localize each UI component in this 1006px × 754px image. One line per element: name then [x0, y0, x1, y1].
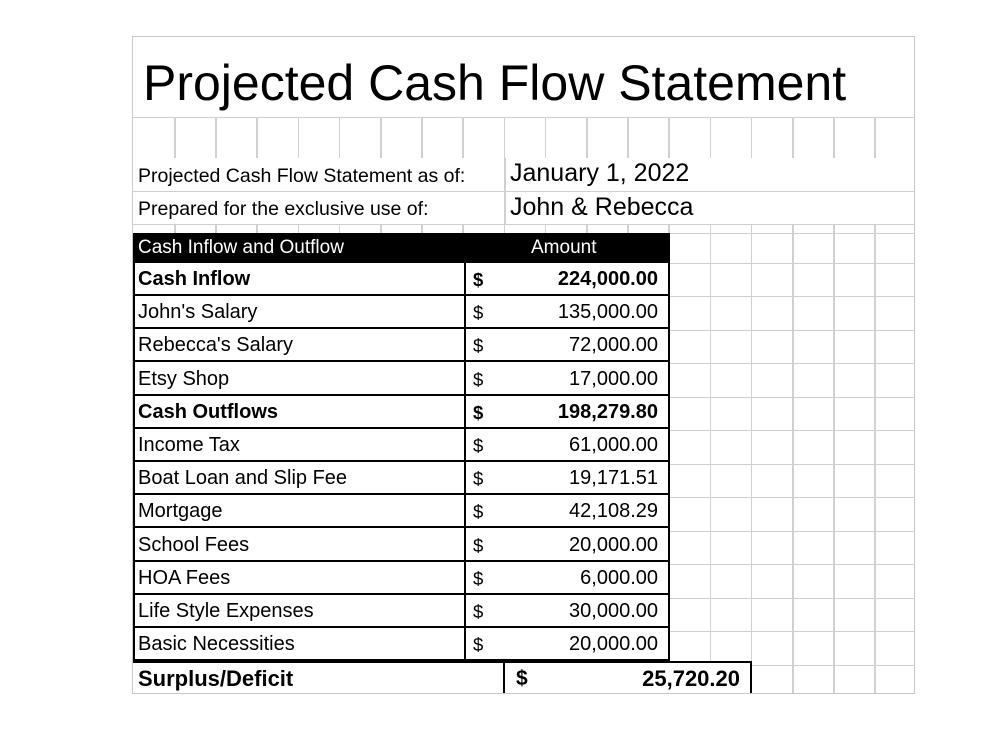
row-border: [133, 327, 670, 330]
grid-column-line: [833, 117, 835, 693]
grid-column-line: [792, 117, 794, 693]
total-row: Surplus/Deficit $ 25,720.20: [133, 661, 752, 693]
table-row[interactable]: Boat Loan and Slip Fee $19,171.51: [133, 462, 670, 496]
row-border: [133, 360, 670, 363]
row-label: Income Tax: [138, 434, 240, 456]
row-border: [133, 460, 670, 462]
row-currency: $: [473, 468, 484, 490]
header-label: Cash Inflow and Outflow: [138, 237, 344, 258]
row-border: [133, 659, 670, 662]
row-amount: 42,108.29: [569, 500, 658, 523]
row-border: [133, 526, 670, 529]
row-label: Boat Loan and Slip Fee: [138, 467, 348, 490]
row-label: Life Style Expenses: [138, 600, 314, 622]
table-row[interactable]: Life Style Expenses $30,000.00: [133, 595, 670, 628]
table-row[interactable]: Mortgage $42,108.29: [133, 495, 670, 529]
row-currency: $: [473, 501, 484, 523]
row-currency: $: [473, 634, 484, 656]
row-label: Rebecca's Salary: [138, 334, 293, 357]
meta-divider-bottom: [133, 224, 914, 225]
total-value-cell[interactable]: $ 25,720.20: [503, 661, 752, 693]
prepared-for-value[interactable]: John & Rebecca: [510, 193, 694, 221]
as-of-date[interactable]: January 1, 2022: [510, 159, 690, 187]
row-currency: $: [473, 601, 484, 622]
row-label: Etsy Shop: [138, 367, 230, 390]
row-currency: $: [473, 302, 484, 324]
total-label-cell[interactable]: Surplus/Deficit: [133, 661, 503, 693]
row-label: John's Salary: [138, 301, 258, 324]
page-title: Projected Cash Flow Statement: [143, 55, 847, 111]
table-header: Cash Inflow and Outflow Amount: [133, 233, 670, 263]
row-currency: $: [473, 534, 484, 556]
table-row[interactable]: Cash Inflow $224,000.00: [133, 263, 670, 296]
table-row[interactable]: Income Tax $61,000.00: [133, 429, 670, 462]
spreadsheet: Projected Cash Flow Statement Projected …: [132, 36, 915, 694]
row-border: [133, 294, 670, 296]
total-label: Surplus/Deficit: [138, 666, 294, 691]
row-border: [133, 393, 670, 396]
cash-flow-table: Cash Inflow $224,000.00 John's Salary $135,…: [133, 263, 670, 662]
row-currency: $: [473, 567, 484, 589]
table-left-border: [133, 263, 135, 693]
header-amount: Amount: [531, 237, 597, 258]
row-amount: 19,171.51: [569, 467, 658, 490]
meta-column-divider: [504, 158, 506, 224]
row-border: [133, 626, 670, 628]
row-currency: $: [473, 368, 484, 390]
row-currency: $: [473, 401, 484, 423]
table-row[interactable]: Etsy Shop $17,000.00: [133, 363, 670, 396]
table-row[interactable]: HOA Fees $6,000.00: [133, 562, 670, 595]
row-label: Basic Necessities: [138, 633, 295, 656]
table-row[interactable]: Basic Necessities $20,000.00: [133, 628, 670, 662]
row-label: Cash Inflow: [138, 268, 251, 290]
row-label: Cash Outflows: [138, 400, 279, 423]
row-amount: 17,000.00: [569, 367, 658, 390]
row-amount: 198,279.80: [557, 400, 658, 423]
row-amount: 224,000.00: [557, 268, 658, 290]
grid-column-line: [750, 117, 753, 693]
row-label: School Fees: [138, 533, 250, 556]
row-label: HOA Fees: [138, 566, 231, 589]
row-currency: $: [473, 269, 484, 290]
row-border: [133, 592, 670, 595]
table-row[interactable]: John's Salary $135,000.00: [133, 296, 670, 330]
total-value: 25,720.20: [642, 666, 740, 691]
row-amount: 20,000.00: [569, 633, 658, 656]
title-cell: [133, 37, 914, 117]
grid-line: [133, 117, 914, 118]
row-label: Mortgage: [138, 500, 223, 523]
meta-divider: [133, 191, 914, 192]
currency-divider: [464, 263, 466, 661]
row-border: [133, 426, 670, 429]
row-amount: 135,000.00: [557, 301, 658, 324]
row-amount: 30,000.00: [569, 600, 658, 622]
as-of-label: Projected Cash Flow Statement as of:: [138, 165, 466, 187]
row-border: [133, 493, 670, 496]
row-border: [133, 559, 670, 562]
row-amount: 72,000.00: [569, 334, 658, 357]
prepared-for-label: Prepared for the exclusive use of:: [138, 198, 429, 220]
row-currency: $: [473, 335, 484, 357]
row-currency: $: [473, 435, 484, 456]
row-amount: 61,000.00: [569, 434, 658, 456]
table-row[interactable]: Cash Outflows $198,279.80: [133, 396, 670, 429]
total-currency: $: [516, 667, 528, 690]
grid-column-line: [709, 117, 712, 693]
table-row[interactable]: School Fees $20,000.00: [133, 529, 670, 562]
row-amount: 6,000.00: [580, 566, 658, 589]
row-amount: 20,000.00: [569, 533, 658, 556]
grid-column-line: [874, 117, 876, 693]
table-row[interactable]: Rebecca's Salary $72,000.00: [133, 329, 670, 363]
